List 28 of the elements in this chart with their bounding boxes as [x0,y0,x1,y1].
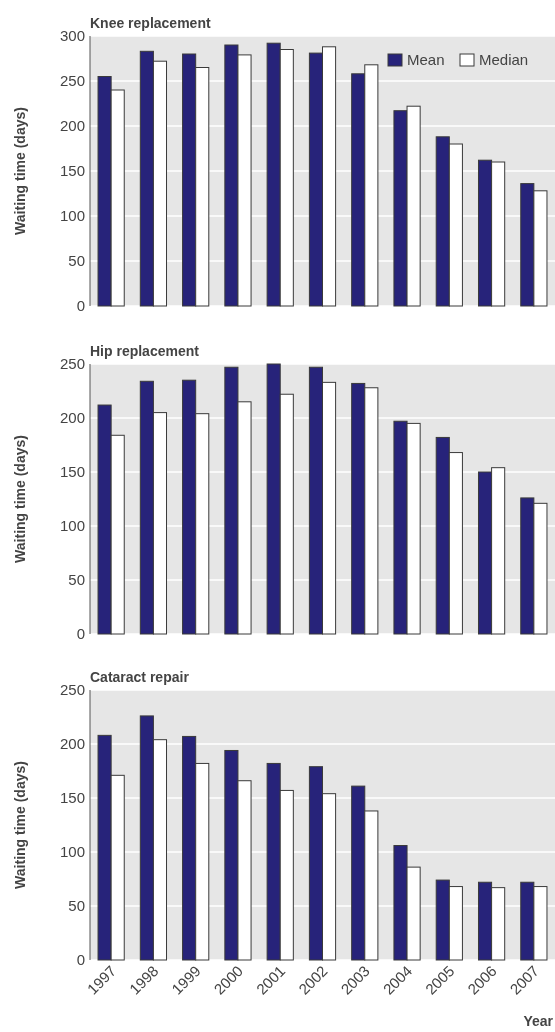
y-tick-label: 200 [59,117,85,134]
y-tick-label: 0 [76,297,85,314]
y-tick-label: 100 [59,843,85,860]
chart-title: Cataract repair [90,669,190,685]
y-tick-label: 250 [59,355,85,372]
y-tick-label: 150 [59,789,85,806]
legend-label: Mean [407,51,445,68]
y-axis-title: Waiting time (days) [12,435,28,563]
y-tick-label: 0 [76,625,85,642]
y-tick-label: 150 [59,162,85,179]
y-axis-title: Waiting time (days) [12,107,28,235]
legend-label: Median [479,51,529,68]
y-axis-title: Waiting time (days) [12,761,28,889]
y-tick-label: 200 [59,735,85,752]
y-tick-label: 100 [59,207,85,224]
y-tick-label: 150 [59,463,85,480]
y-tick-label: 50 [68,897,85,914]
y-tick-label: 100 [59,517,85,534]
y-tick-label: 300 [59,27,85,44]
chart-title: Hip replacement [90,343,200,359]
y-tick-label: 200 [59,409,85,426]
y-tick-label: 250 [59,72,85,89]
x-axis-title: Year [523,1013,554,1029]
y-tick-label: 0 [76,951,85,968]
chart-title: Knee replacement [90,15,211,31]
y-tick-label: 50 [68,252,85,269]
y-tick-label: 50 [68,571,85,588]
y-tick-label: 250 [59,681,85,698]
